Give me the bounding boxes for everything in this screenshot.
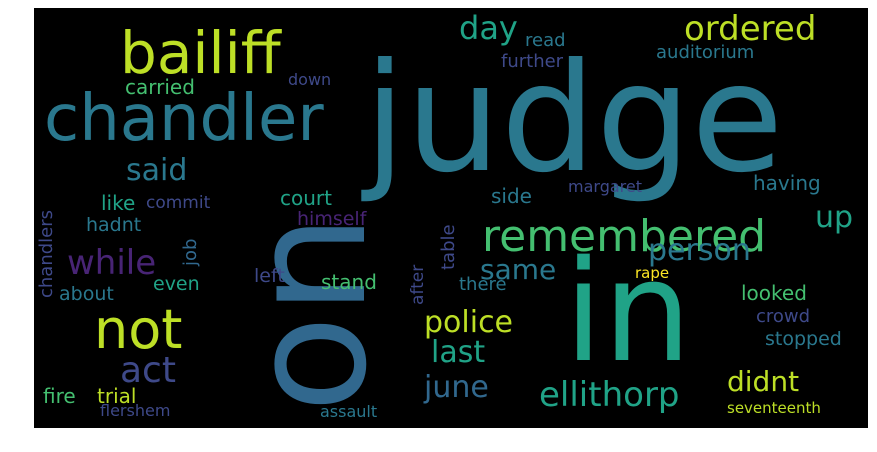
word-police: police	[424, 305, 514, 340]
word-seventeenth: seventeenth	[727, 399, 821, 417]
word-june: june	[424, 370, 489, 405]
word-fire: fire	[43, 384, 76, 408]
word-there: there	[459, 274, 507, 295]
word-judge: judge	[364, 32, 784, 206]
word-same: same	[480, 253, 557, 286]
word-side: side	[491, 184, 532, 208]
word-rape: rape	[635, 264, 670, 282]
word-up: up	[815, 200, 854, 235]
word-in: in	[564, 231, 692, 394]
word-looked: looked	[741, 281, 807, 305]
word-margaret: margaret	[568, 177, 642, 196]
word-on: on	[215, 213, 402, 413]
word-stand: stand	[321, 270, 377, 294]
word-person: person	[648, 233, 751, 268]
word-stopped: stopped	[765, 328, 842, 350]
word-further: further	[501, 51, 564, 72]
word-ellithorp: ellithorp	[539, 375, 680, 415]
word-auditorium: auditorium	[656, 42, 755, 63]
word-crowd: crowd	[756, 306, 811, 327]
word-chandlers: chandlers	[36, 209, 57, 298]
word-didnt: didnt	[727, 365, 800, 398]
word-carried: carried	[125, 75, 195, 99]
word-about: about	[59, 283, 114, 305]
word-like: like	[101, 191, 136, 215]
word-bailiff: bailiff	[120, 19, 281, 87]
word-himself: himself	[297, 208, 367, 230]
word-commit: commit	[146, 193, 211, 213]
word-trial: trial	[97, 384, 137, 408]
word-hadnt: hadnt	[86, 214, 142, 236]
word-down: down	[288, 70, 332, 89]
word-read: read	[525, 30, 566, 51]
word-left: left	[254, 265, 285, 287]
word-act: act	[120, 350, 176, 391]
word-job: job	[180, 238, 201, 266]
word-after: after	[408, 264, 428, 305]
word-said: said	[126, 153, 188, 188]
word-table: table	[438, 224, 459, 270]
word-cloud: judge on in bailiff chandler remembered …	[34, 8, 868, 428]
word-last: last	[431, 335, 486, 370]
word-not: not	[94, 298, 183, 361]
word-even: even	[153, 273, 200, 295]
word-while: while	[67, 243, 157, 283]
word-having: having	[753, 171, 821, 195]
word-flershem: flershem	[100, 401, 171, 420]
word-remembered: remembered	[482, 211, 767, 262]
word-day: day	[459, 9, 518, 47]
word-chandler: chandler	[44, 82, 324, 156]
word-assault: assault	[320, 402, 378, 421]
word-ordered: ordered	[684, 9, 817, 49]
word-court: court	[280, 186, 332, 210]
